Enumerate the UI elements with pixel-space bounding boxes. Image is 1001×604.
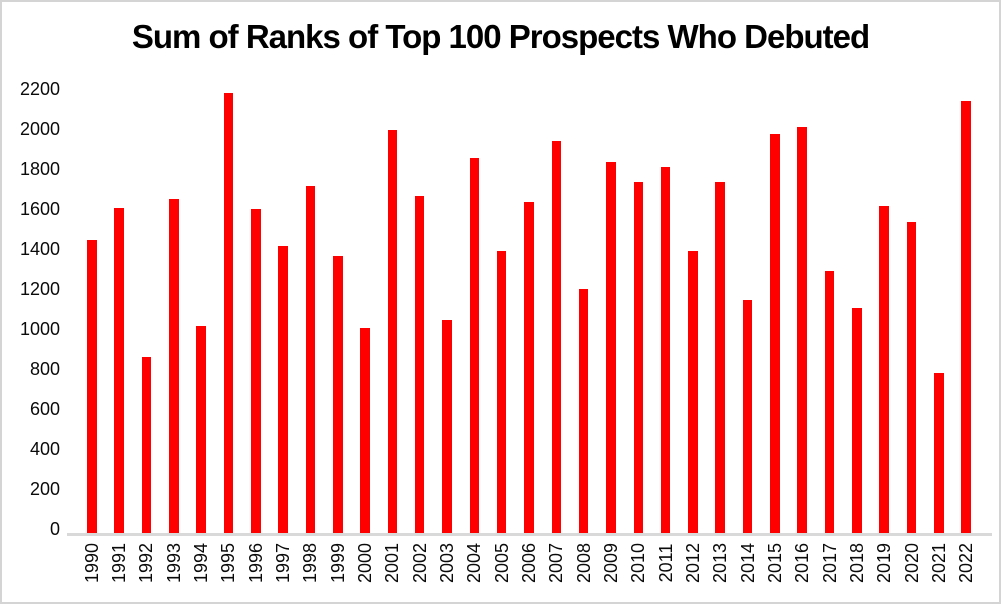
x-tick-label: 2016 [792,542,813,584]
bar-2009 [606,162,616,533]
bar-1997 [278,246,288,533]
x-tick-label: 1991 [109,542,130,584]
x-tick-label: 2020 [901,542,922,584]
y-tick-label: 400 [29,439,60,459]
x-tick-label: 2022 [956,542,977,584]
bar-2016 [797,127,808,533]
x-tick-label: 2004 [464,542,485,584]
bar-2015 [770,134,780,533]
y-tick-label: 0 [49,519,60,539]
x-tick-label: 2021 [928,542,949,584]
x-tick-label: 2002 [409,542,430,584]
bar-2021 [934,373,944,533]
y-tick-label: 1400 [19,239,60,259]
bar-2020 [906,222,917,533]
bar-2002 [414,196,425,533]
x-tick-label: 1996 [245,542,266,584]
x-tick-label: 2005 [491,542,512,584]
bar-1998 [305,186,316,533]
bar-2008 [578,289,589,533]
bar-1993 [168,199,179,533]
bar-2000 [360,328,370,533]
x-tick-label: 1998 [300,542,321,584]
y-tick-label: 1600 [19,199,60,219]
y-tick-label: 200 [29,479,60,499]
x-tick-label: 1993 [163,542,184,584]
x-tick-label: 2001 [382,542,403,584]
bar-2019 [879,206,890,533]
x-tick-label: 1994 [191,542,212,584]
x-tick-label: 1990 [81,542,102,584]
bar-1996 [250,209,261,533]
bar-1992 [141,357,152,533]
x-tick-label: 2003 [437,542,458,584]
x-tick-label: 2000 [355,542,376,584]
bar-2012 [688,251,698,533]
y-tick-label: 600 [29,399,60,419]
bar-1999 [332,256,343,533]
bar-1994 [196,326,206,533]
y-tick-label: 1200 [19,279,60,299]
y-tick-label: 2200 [19,79,60,99]
x-tick-label: 2017 [819,542,840,584]
bar-2006 [524,202,534,533]
x-tick-label: 1992 [136,542,157,584]
x-tick-label: 2006 [519,542,539,584]
bar-2005 [496,251,507,533]
x-tick-label: 1995 [218,542,239,584]
y-tick-label: 2000 [19,119,60,139]
bar-2017 [824,271,835,533]
bar-2018 [852,308,862,533]
x-tick-label: 1999 [327,542,348,584]
x-tick-label: 2018 [846,542,867,584]
bar-2010 [633,182,644,533]
x-tick-label: 2012 [682,542,703,584]
bar-2007 [551,141,562,533]
chart-title: Sum of Ranks of Top 100 Prospects Who De… [131,18,870,55]
bar-2022 [961,101,971,533]
x-tick-label: 2008 [573,542,594,584]
bar-1995 [223,93,234,533]
bar-2004 [469,158,480,533]
x-axis-line [67,533,992,536]
x-tick-label: 2014 [737,542,758,584]
x-tick-label: 2007 [546,542,567,584]
bar-1990 [87,240,97,533]
bar-2014 [742,300,753,533]
x-tick-label: 2015 [764,542,785,584]
x-tick-label: 1997 [273,542,294,584]
x-tick-label: 2019 [874,542,895,584]
bar-2001 [387,130,398,533]
x-tick-label: 2011 [655,543,676,583]
x-tick-label: 2009 [600,542,621,584]
y-tick-label: 1800 [19,159,60,179]
bar-2003 [442,320,452,533]
y-tick-label: 800 [29,359,60,379]
bar-1991 [114,208,124,533]
x-tick-label: 2013 [710,542,731,584]
bar-2011 [660,167,671,533]
y-tick-label: 1000 [19,319,60,339]
x-tick-label: 2010 [628,542,649,584]
bar-2013 [715,182,726,533]
